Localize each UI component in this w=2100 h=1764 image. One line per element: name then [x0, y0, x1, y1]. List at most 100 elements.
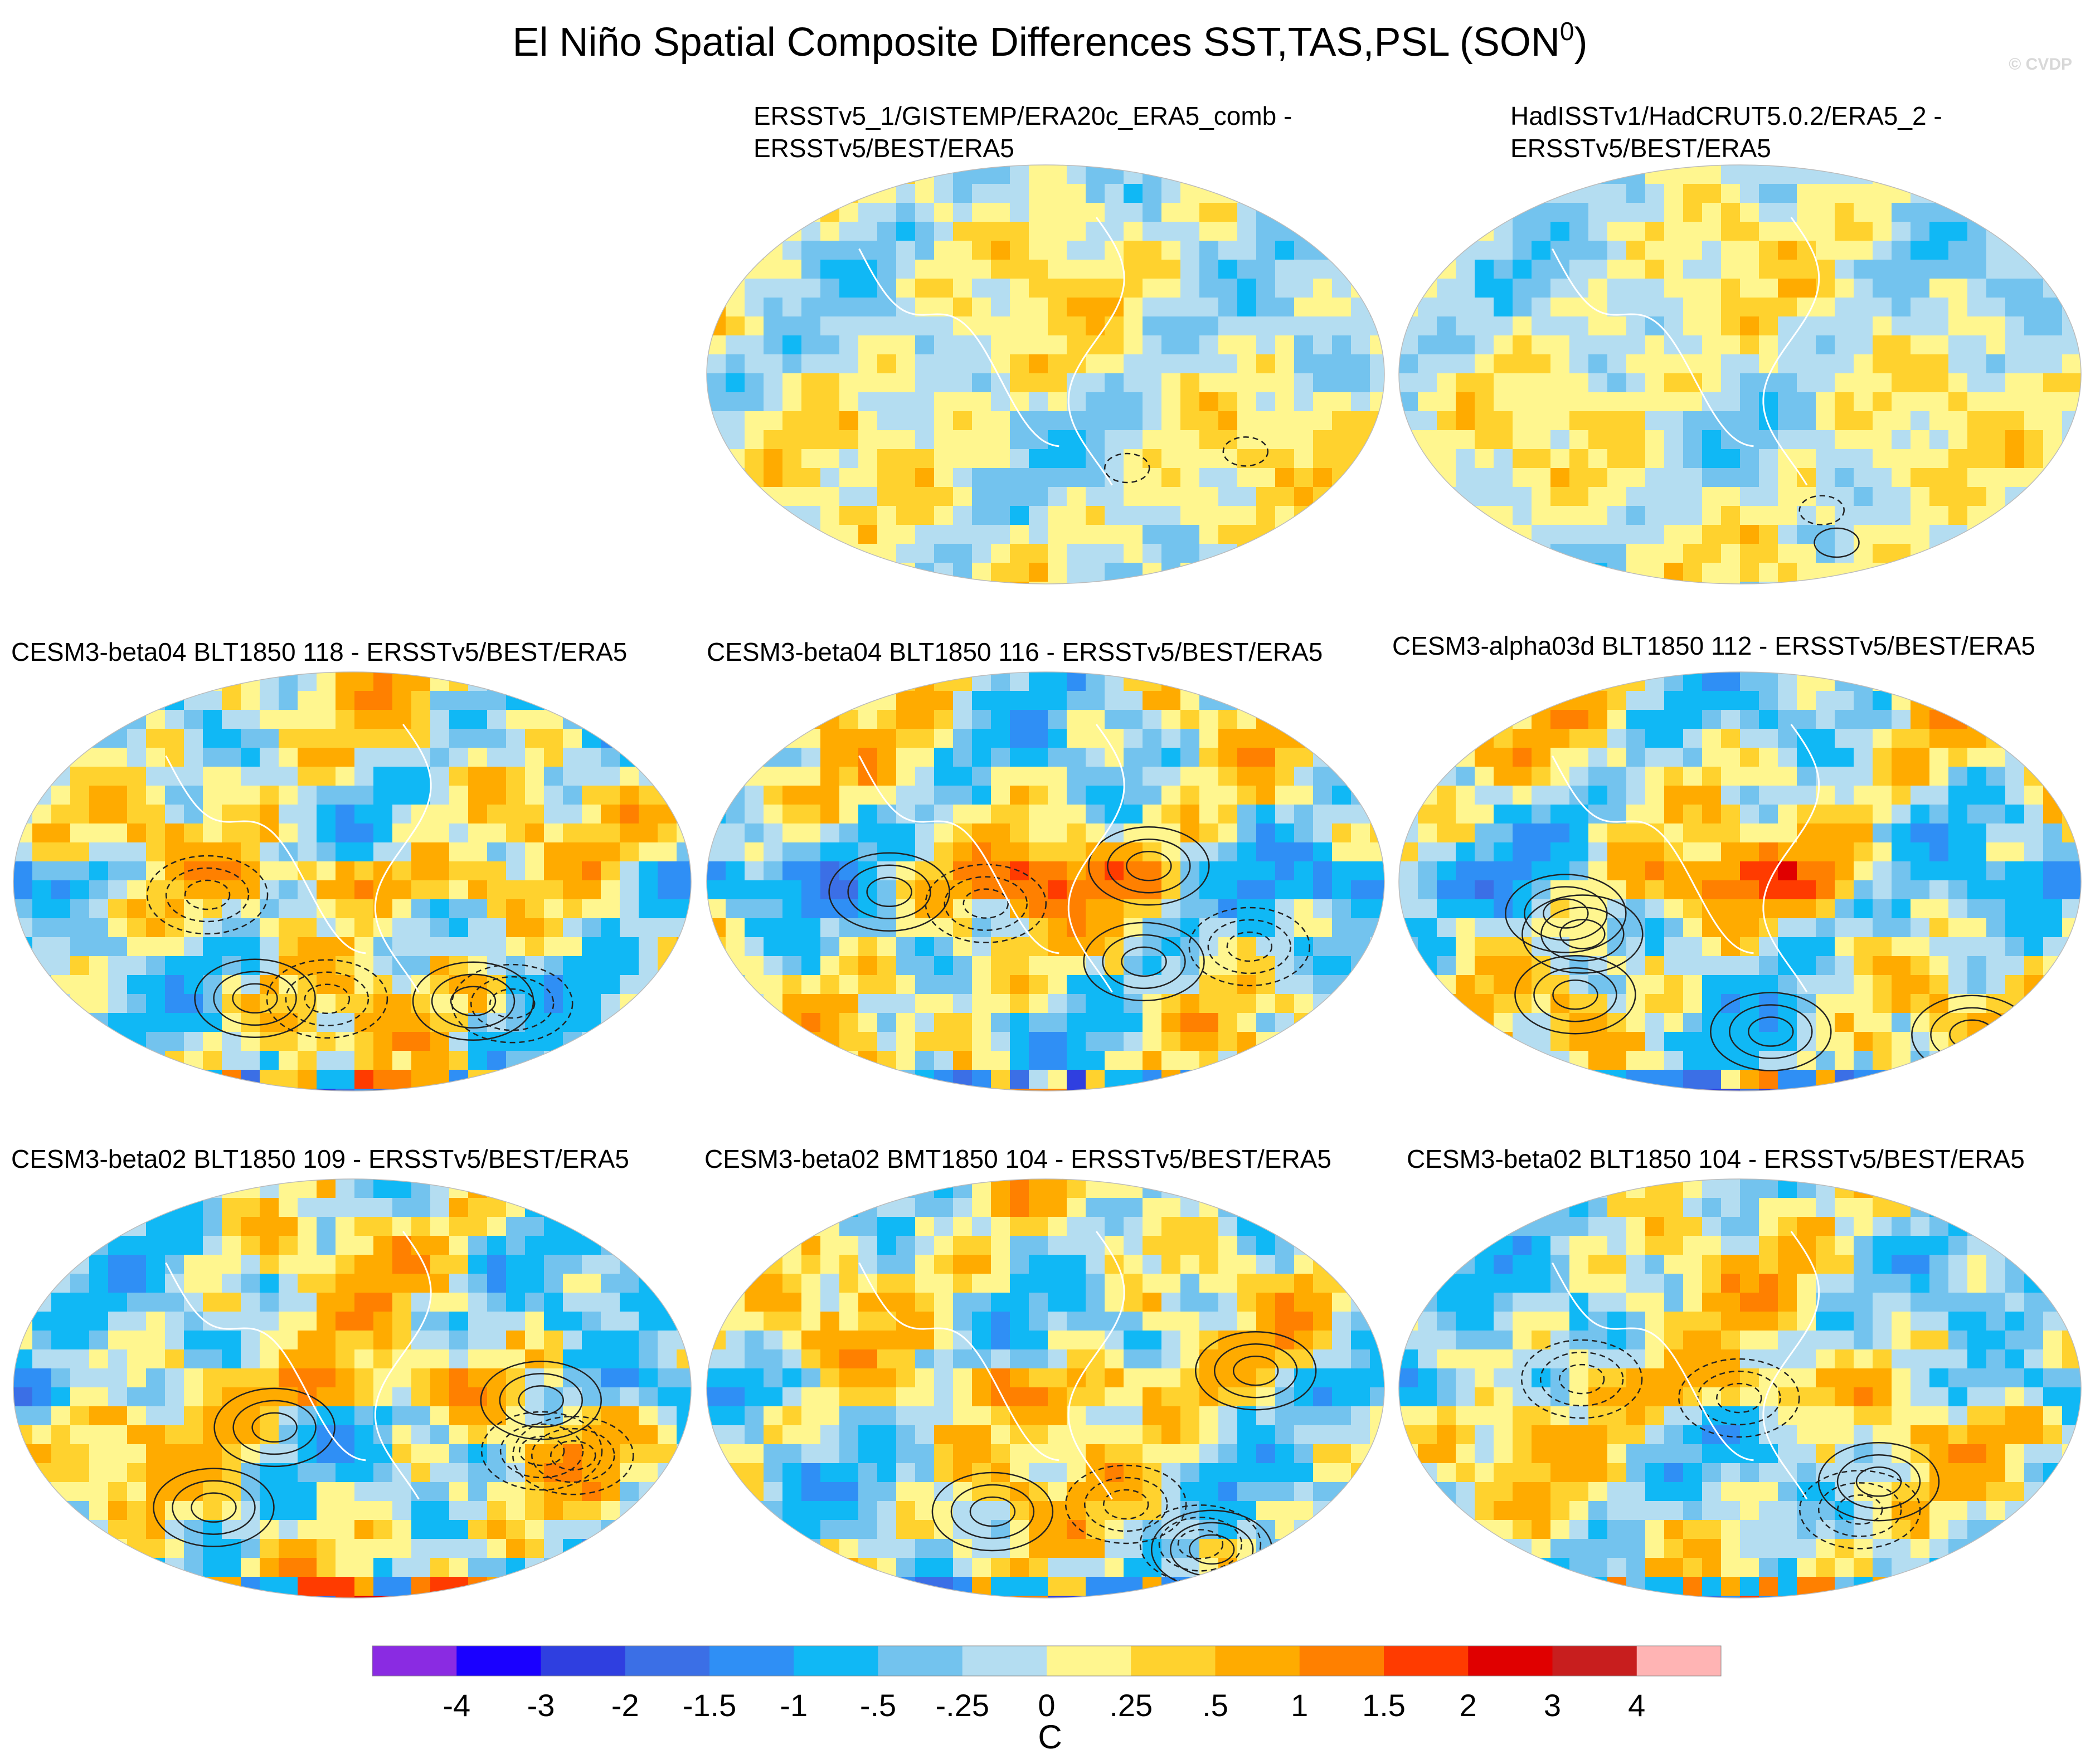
map-cell: [1702, 1089, 1722, 1091]
map-cell: [222, 1368, 241, 1388]
map-cell: [544, 1387, 563, 1407]
map-cell: [1645, 241, 1665, 260]
map-cell: [1929, 1089, 1949, 1091]
map-cell: [1645, 842, 1665, 862]
map-cell: [430, 1217, 450, 1236]
map-cell: [1029, 956, 1048, 976]
coastline: [165, 755, 366, 954]
map-cell: [32, 1501, 52, 1521]
map-cell: [89, 1558, 109, 1577]
map-cell: [991, 937, 1010, 957]
map-cell: [1721, 956, 1741, 976]
map-cell: [1797, 525, 1816, 544]
map-cell: [32, 1558, 52, 1577]
map-cell: [1759, 298, 1778, 317]
map-cell: [1967, 1089, 1987, 1091]
map-cell: [1532, 823, 1551, 843]
map-cell: [934, 994, 954, 1013]
map-cell: [146, 1577, 166, 1596]
map-cell: [1294, 506, 1314, 525]
map-cell: [146, 1293, 166, 1312]
map-cell: [487, 1539, 507, 1558]
map-cell: [858, 937, 878, 957]
map-cell: [1313, 582, 1333, 584]
map-cell: [336, 1463, 355, 1483]
map-cell: [89, 1217, 109, 1236]
map-cell: [877, 487, 897, 506]
map-cell: [1892, 861, 1911, 881]
map-cell: [601, 1179, 620, 1198]
map-cell: [658, 1179, 677, 1198]
map-cell: [1437, 899, 1456, 919]
map-cell: [1854, 786, 1873, 805]
map-cell: [1816, 184, 1835, 203]
map-cell: [298, 786, 317, 805]
map-cell: [1399, 1051, 1418, 1070]
map-cell: [279, 1501, 298, 1521]
map-cell: [1124, 525, 1143, 544]
map-cell: [1569, 1032, 1589, 1051]
map-cell: [354, 1558, 374, 1577]
map-cell: [1986, 449, 2006, 469]
map-cell: [2024, 203, 2044, 222]
map-cell: [1370, 525, 1384, 544]
map-cell: [1256, 918, 1276, 938]
map-cell: [1029, 823, 1048, 843]
map-cell: [392, 899, 412, 919]
map-cell: [563, 1520, 582, 1539]
map-cell: [279, 1331, 298, 1350]
map-cell: [1010, 729, 1029, 748]
map-cell: [89, 1255, 109, 1274]
map-cell: [1475, 316, 1494, 336]
map-cell: [2024, 1070, 2044, 1089]
psl-contour: [165, 867, 250, 923]
map-cell: [32, 1198, 52, 1217]
map-cell: [1105, 956, 1124, 976]
map-cell: [601, 1293, 620, 1312]
map-cell: [525, 1387, 545, 1407]
map-cell: [1967, 748, 1987, 767]
coastline: [374, 724, 432, 993]
map-cell: [108, 1179, 128, 1198]
map-cell: [1218, 506, 1238, 525]
panel-4: CESM3-beta04 BLT1850 116 - ERSSTv5/BEST/…: [706, 637, 1385, 1091]
map-cell: [336, 786, 355, 805]
map-cell: [582, 899, 601, 919]
map-cell: [146, 1349, 166, 1369]
map-cell: [1399, 823, 1418, 843]
map-cell: [707, 525, 726, 544]
map-cell: [1199, 203, 1219, 222]
map-cell: [1067, 468, 1086, 488]
map-cell: [2043, 937, 2063, 957]
map-cell: [801, 279, 821, 298]
map-cell: [222, 1463, 241, 1483]
map-cell: [745, 582, 764, 584]
map-cell: [1456, 956, 1475, 976]
map-cell: [1645, 975, 1665, 995]
map-cell: [1967, 222, 1987, 241]
map-cell: [2024, 298, 2044, 317]
map-cell: [726, 1051, 745, 1070]
map-cell: [1626, 487, 1646, 506]
map-cell: [1313, 487, 1333, 506]
map-cell: [1911, 222, 1930, 241]
map-cell: [1456, 710, 1475, 729]
map-cell: [411, 710, 431, 729]
map-cell: [317, 1274, 336, 1293]
map-cell: [745, 506, 764, 525]
map-cell: [1494, 298, 1513, 317]
map-cell: [354, 1312, 374, 1331]
map-cell: [972, 748, 991, 767]
map-cell: [1835, 899, 1854, 919]
map-cell: [317, 710, 336, 729]
map-cell: [858, 861, 878, 881]
map-cell: [1550, 786, 1570, 805]
psl-contour: [1533, 967, 1617, 1022]
map-cell: [601, 710, 620, 729]
map-cell: [1313, 956, 1333, 976]
map-cell: [241, 1558, 260, 1577]
map-cell: [1778, 880, 1797, 900]
map-cell: [1370, 748, 1384, 767]
map-cell: [373, 994, 393, 1013]
map-cell: [1048, 767, 1067, 786]
